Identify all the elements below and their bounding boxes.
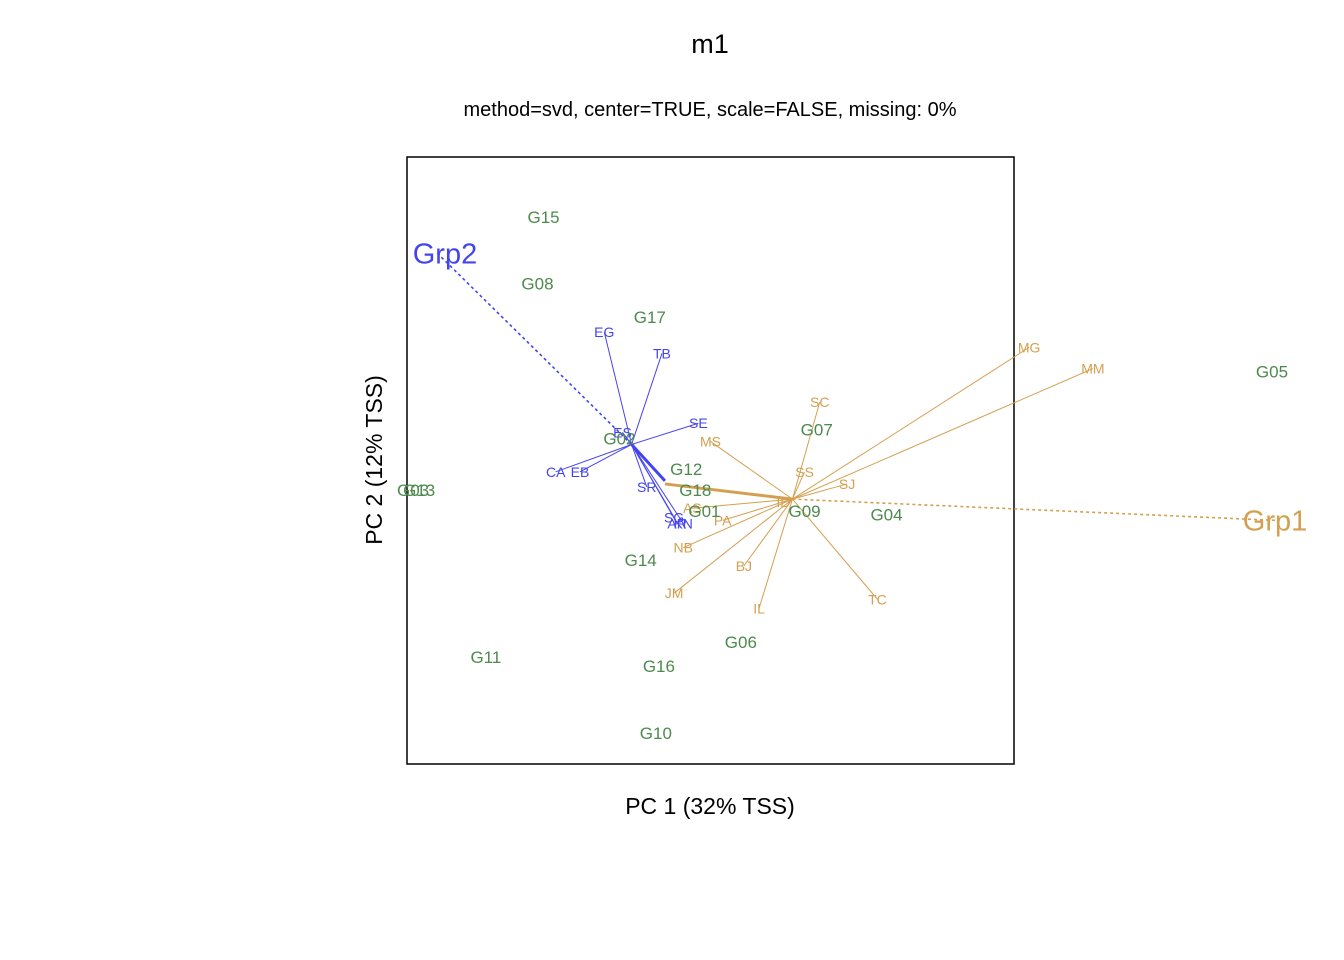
- genotype-label-g12: G12: [670, 460, 702, 479]
- grp1-env-label-jm: JM: [665, 585, 684, 601]
- grp1-vector-mm: [792, 368, 1094, 500]
- genotype-label-g10: G10: [640, 724, 672, 743]
- grp2-vector-eg: [603, 332, 633, 445]
- grp1-vector-as: [692, 498, 793, 509]
- y-axis-label: PC 2 (12% TSS): [361, 375, 387, 545]
- grp2-env-label-tb: TB: [653, 345, 671, 361]
- grp1-env-label-mg: MG: [1018, 339, 1041, 355]
- grp2-vector-sr: [631, 444, 648, 488]
- grp2-vector-kn: [631, 444, 684, 524]
- genotype-label-g08: G08: [521, 275, 553, 294]
- genotype-label-g15: G15: [528, 208, 560, 227]
- genotype-label-g14: G14: [625, 551, 657, 570]
- grp1-env-label-tc: TC: [868, 591, 887, 607]
- grp2-vector-ar: [631, 444, 678, 524]
- grp1-env-label-sc: SC: [810, 394, 829, 410]
- grp1-env-label-sj: SJ: [839, 476, 855, 492]
- genotype-label-g02: G02: [603, 429, 635, 448]
- grp1-vector-ss: [791, 471, 806, 500]
- plot-frame: [406, 156, 1015, 765]
- grp2-env-label-ar: AR: [667, 515, 686, 531]
- grp2-env-label-ca: CA: [546, 464, 566, 480]
- grp1-vector-mg: [792, 346, 1030, 500]
- grp1-env-label-as: AS: [683, 500, 702, 516]
- genotype-label-g06: G06: [725, 633, 757, 652]
- grp1-dotted-vector: [792, 498, 1276, 522]
- grp1-vector-ms: [710, 441, 793, 500]
- grp2-env-label-se: SE: [689, 415, 708, 431]
- grp2-vector-ca: [555, 444, 632, 473]
- genotype-label-g17: G17: [634, 308, 666, 327]
- genotype-label-g16: G16: [643, 657, 675, 676]
- genotype-label-g13: G13: [403, 481, 435, 500]
- grp1-vector-pa: [722, 498, 793, 521]
- grp1-env-label-pa: PA: [714, 512, 732, 528]
- grp1-env-label-ms: MS: [700, 433, 721, 449]
- grp2-env-label-eb: EB: [571, 464, 590, 480]
- grp2-env-label-sg: SG: [664, 509, 684, 525]
- grp1-env-label-ss: SS: [795, 464, 814, 480]
- grp2-group-label: Grp2: [413, 238, 477, 270]
- genotype-label-g03: G03: [397, 481, 429, 500]
- grp2-vector-tb: [631, 353, 663, 445]
- grp1-vector-tc: [792, 498, 878, 600]
- genotype-label-g07: G07: [801, 420, 833, 439]
- genotype-label-g01: G01: [688, 502, 720, 521]
- genotype-label-g09: G09: [789, 502, 821, 521]
- grp1-vector-nb: [682, 498, 793, 549]
- grp2-env-label-sr: SR: [637, 479, 656, 495]
- grp1-env-label-mm: MM: [1081, 361, 1104, 377]
- genotype-label-g11: G11: [470, 648, 501, 667]
- grp1-env-label-nb: NB: [673, 540, 692, 556]
- grp1-vector-bj: [743, 498, 793, 567]
- genotype-label-g18: G18: [679, 481, 711, 500]
- grp2-centroid-line: [630, 443, 667, 482]
- chart-title: m1: [691, 29, 729, 59]
- plot-area: MG MM SC MS SS SJ ID AS PA NB BJ JM TC IL EG TB SE ES CA EB…: [397, 208, 1307, 743]
- genotype-label-g05: G05: [1256, 363, 1288, 382]
- x-axis-label: PC 1 (32% TSS): [625, 793, 795, 819]
- chart-subtitle: method=svd, center=TRUE, scale=FALSE, mi…: [464, 99, 957, 121]
- grp2-vector-eb: [579, 444, 632, 473]
- grp2-env-label-es: ES: [613, 424, 632, 440]
- grp1-env-label-bj: BJ: [736, 558, 752, 574]
- grp1-vector-jm: [673, 498, 793, 594]
- grp1-vector-il: [758, 498, 793, 609]
- genotype-label-g04: G04: [870, 505, 902, 524]
- grp1-centroid-line: [664, 482, 793, 501]
- grp1-vector-sj: [792, 483, 848, 500]
- grp1-env-label-id: ID: [776, 494, 790, 510]
- grp1-group-label: Grp1: [1243, 505, 1307, 537]
- grp2-vector-se: [631, 422, 699, 445]
- grp2-env-label-kn: KN: [673, 515, 692, 531]
- grp1-env-label-il: IL: [753, 600, 765, 616]
- grp1-vector-sc: [791, 401, 821, 500]
- grp2-env-label-eg: EG: [594, 324, 614, 340]
